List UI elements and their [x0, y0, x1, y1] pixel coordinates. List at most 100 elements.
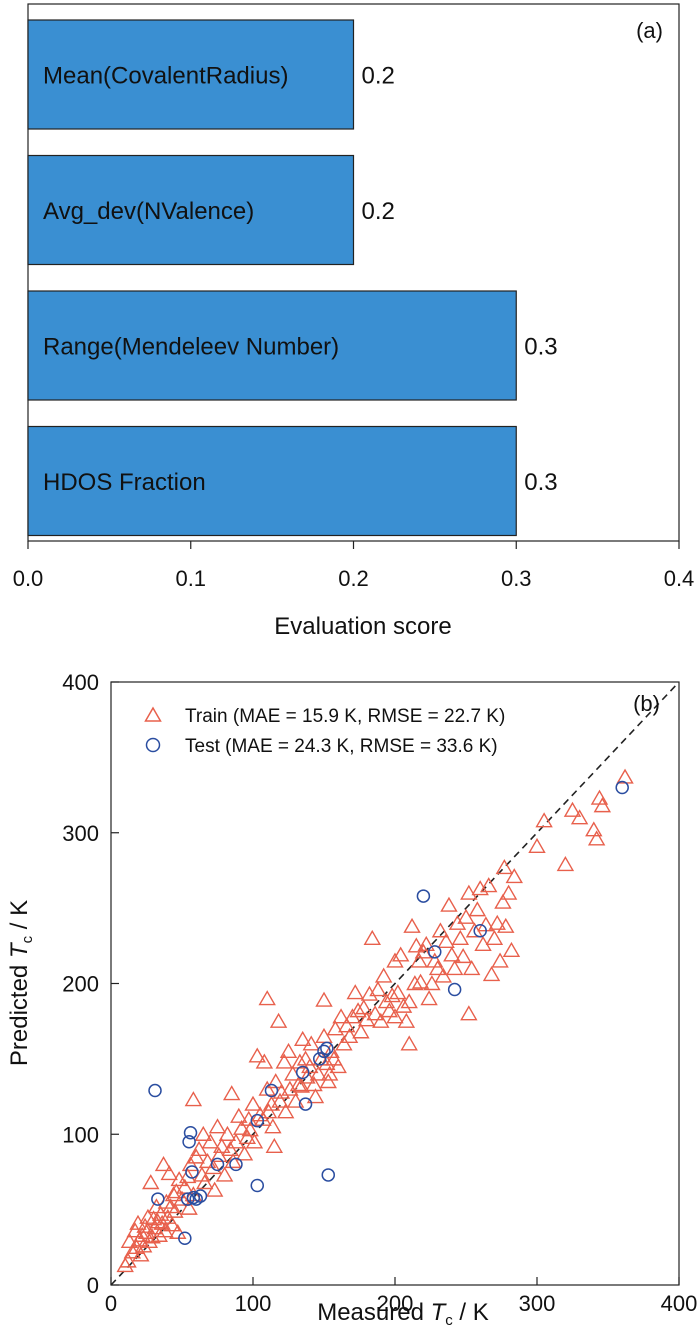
train-point — [119, 1252, 137, 1268]
train-point — [196, 1174, 214, 1190]
test-point — [189, 1192, 203, 1206]
x-tick-label: 200 — [377, 1291, 414, 1316]
train-point — [616, 768, 634, 784]
bar-category-label: Avg_dev(NValence) — [43, 198, 254, 225]
train-point — [593, 797, 612, 813]
train-point — [181, 1155, 200, 1172]
train-point — [482, 966, 501, 982]
train-point — [144, 1210, 163, 1226]
train-point — [372, 1012, 390, 1028]
train-point — [457, 908, 475, 924]
test-point — [229, 1157, 243, 1172]
train-point — [269, 1012, 288, 1028]
panel-a-label: (a) — [636, 18, 663, 43]
test-point — [182, 1135, 196, 1149]
train-point — [360, 985, 379, 1001]
test-point — [210, 1157, 225, 1172]
train-point — [488, 914, 506, 930]
train-point — [180, 1199, 198, 1215]
bar-chart-panel: (a) Mean(CovalentRadius) 0.2 Avg_dev(NVale… — [13, 3, 695, 640]
train-point — [190, 1140, 208, 1157]
test-point — [320, 1041, 334, 1056]
train-point — [224, 1152, 242, 1169]
train-point — [346, 984, 364, 1000]
train-point — [556, 856, 575, 872]
train-point — [570, 809, 589, 825]
train-point — [431, 922, 450, 938]
train-point — [315, 991, 333, 1007]
train-point — [374, 967, 393, 983]
train-point — [563, 801, 582, 817]
train-point — [434, 967, 452, 983]
train-point — [143, 1228, 161, 1244]
train-point — [417, 935, 435, 952]
x-tick-label: 400 — [661, 1291, 698, 1316]
train-point — [389, 984, 407, 1000]
y-tick-label: 100 — [62, 1122, 99, 1147]
train-point — [462, 960, 481, 976]
panel-b-label: (b) — [633, 691, 660, 716]
train-point — [491, 952, 509, 968]
train-point — [281, 1080, 299, 1096]
train-point — [410, 952, 428, 968]
train-point — [403, 917, 421, 933]
train-point — [319, 1073, 337, 1089]
train-point — [232, 1119, 251, 1135]
test-point — [250, 1113, 265, 1128]
legend-train-label: Train (MAE = 15.9 K, RMSE = 22.7 K) — [185, 706, 505, 727]
test-point — [264, 1083, 279, 1098]
y-tick-label: 300 — [62, 821, 99, 846]
train-point — [320, 1065, 339, 1081]
train-point — [142, 1174, 160, 1190]
scatter-y-axis-title: Predicted Tc / K — [6, 900, 36, 1066]
legend-test-label: Test (MAE = 24.3 K, RMSE = 33.6 K) — [185, 736, 498, 757]
train-point — [340, 1027, 359, 1043]
bar — [27, 290, 517, 401]
train-point — [400, 1035, 418, 1051]
train-point — [292, 1077, 310, 1093]
train-point — [497, 917, 515, 933]
test-series-points — [148, 780, 629, 1246]
train-point — [167, 1183, 186, 1199]
train-point — [271, 1092, 289, 1108]
test-point — [178, 1231, 192, 1246]
train-point — [293, 1030, 312, 1046]
train-point — [494, 893, 512, 909]
train-point — [480, 877, 498, 893]
train-point — [267, 1073, 285, 1089]
train-point — [309, 1065, 328, 1081]
bar-category-label: Mean(CovalentRadius) — [43, 63, 288, 90]
test-point — [615, 780, 629, 795]
y-tick-label: 200 — [62, 972, 99, 997]
train-point — [169, 1223, 187, 1239]
train-point — [298, 1068, 316, 1084]
test-point — [148, 1083, 162, 1098]
train-point — [235, 1145, 254, 1161]
bar-category-label: Range(Mendeleev Number) — [43, 334, 339, 361]
test-point — [151, 1192, 165, 1206]
train-point — [587, 830, 606, 846]
train-series-points — [116, 768, 634, 1273]
x-tick-label: 0.4 — [664, 566, 695, 591]
bar-value-label: 0.3 — [524, 334, 557, 361]
legend-test-marker — [145, 737, 161, 753]
train-point — [380, 1002, 399, 1018]
bar — [27, 425, 517, 537]
bar — [27, 154, 355, 266]
train-point — [248, 1047, 266, 1063]
bar — [27, 19, 355, 130]
test-point — [473, 923, 487, 938]
train-point — [428, 960, 447, 976]
train-point — [502, 941, 521, 958]
bar-value-label: 0.2 — [362, 63, 395, 90]
train-point — [585, 821, 603, 837]
train-point — [173, 1190, 191, 1206]
train-point — [414, 943, 433, 959]
test-point — [185, 1165, 199, 1179]
x-tick-label: 0.0 — [13, 566, 44, 591]
train-point — [454, 947, 472, 964]
train-point — [505, 868, 523, 884]
train-point — [306, 1088, 325, 1104]
parity-reference-line — [110, 681, 680, 1286]
